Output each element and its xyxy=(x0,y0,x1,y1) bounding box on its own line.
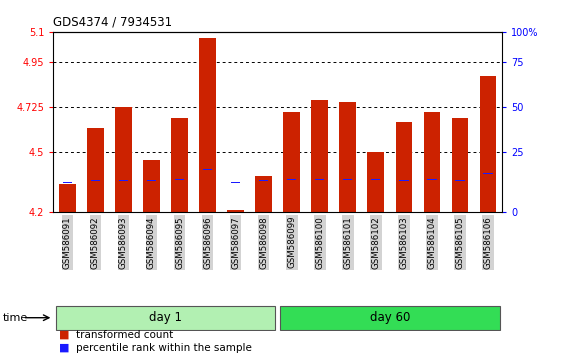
Bar xyxy=(175,179,184,180)
Bar xyxy=(371,179,380,180)
Bar xyxy=(203,169,212,170)
Bar xyxy=(143,160,160,212)
Text: GSM586093: GSM586093 xyxy=(119,216,128,269)
Bar xyxy=(87,128,104,212)
Text: GSM586094: GSM586094 xyxy=(147,216,156,269)
Text: transformed count: transformed count xyxy=(76,330,173,339)
Text: GSM586092: GSM586092 xyxy=(91,216,100,269)
Text: day 60: day 60 xyxy=(370,311,410,324)
Bar xyxy=(199,38,216,212)
Bar xyxy=(424,112,440,212)
Text: GDS4374 / 7934531: GDS4374 / 7934531 xyxy=(53,16,172,29)
Text: ■: ■ xyxy=(59,343,70,353)
Bar xyxy=(396,122,412,212)
Bar xyxy=(287,179,296,180)
Bar xyxy=(91,180,100,181)
Text: GSM586098: GSM586098 xyxy=(259,216,268,269)
Text: GSM586101: GSM586101 xyxy=(343,216,352,269)
Bar xyxy=(59,184,76,212)
Text: GSM586104: GSM586104 xyxy=(427,216,436,269)
Bar xyxy=(63,182,72,183)
Text: GSM586105: GSM586105 xyxy=(456,216,465,269)
Bar xyxy=(283,112,300,212)
Bar xyxy=(255,176,272,212)
Text: GSM586095: GSM586095 xyxy=(175,216,184,269)
Bar xyxy=(367,152,384,212)
Bar xyxy=(456,180,465,181)
Bar xyxy=(427,179,436,180)
Bar xyxy=(171,118,188,212)
Bar xyxy=(119,180,128,181)
Bar xyxy=(227,210,244,212)
Bar xyxy=(259,180,268,181)
Bar xyxy=(339,102,356,212)
Text: GSM586097: GSM586097 xyxy=(231,216,240,269)
Text: day 1: day 1 xyxy=(149,311,182,324)
Bar xyxy=(452,118,468,212)
Bar xyxy=(147,180,156,181)
Text: GSM586100: GSM586100 xyxy=(315,216,324,269)
Bar xyxy=(343,179,352,180)
Text: time: time xyxy=(3,313,28,323)
Text: GSM586102: GSM586102 xyxy=(371,216,380,269)
Text: GSM586106: GSM586106 xyxy=(484,216,493,269)
Bar xyxy=(311,100,328,212)
Text: percentile rank within the sample: percentile rank within the sample xyxy=(76,343,252,353)
Text: GSM586099: GSM586099 xyxy=(287,216,296,268)
Text: ■: ■ xyxy=(59,330,70,339)
Bar xyxy=(56,306,275,330)
Bar xyxy=(115,107,132,212)
Text: GSM586096: GSM586096 xyxy=(203,216,212,269)
Text: GSM586091: GSM586091 xyxy=(63,216,72,269)
Bar xyxy=(231,182,240,183)
Bar xyxy=(399,180,408,181)
Bar xyxy=(480,76,496,212)
Bar xyxy=(484,173,493,174)
Text: GSM586103: GSM586103 xyxy=(399,216,408,269)
Bar xyxy=(280,306,500,330)
Bar xyxy=(315,179,324,180)
